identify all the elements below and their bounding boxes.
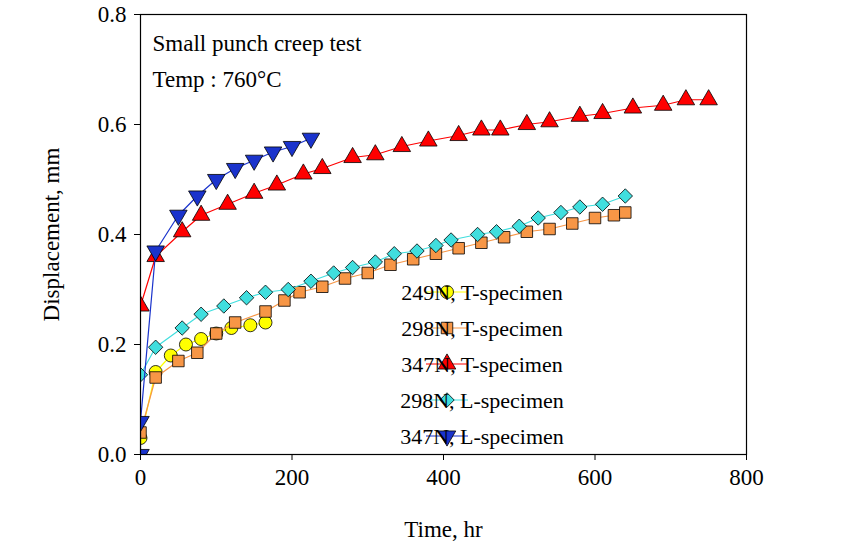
svg-text:0.4: 0.4 [98,222,127,247]
svg-text:0: 0 [135,465,147,490]
svg-text:0.6: 0.6 [98,112,127,137]
svg-text:600: 600 [578,465,613,490]
svg-text:200: 200 [275,465,310,490]
svg-text:400: 400 [426,465,461,490]
svg-text:Time, hr: Time, hr [404,517,483,542]
svg-text:298N, L-specimen: 298N, L-specimen [400,388,564,413]
svg-text:Small punch creep test: Small punch creep test [153,31,362,56]
svg-text:Temp : 760°C: Temp : 760°C [153,67,282,92]
svg-text:0.8: 0.8 [98,2,127,27]
svg-text:800: 800 [729,465,764,490]
svg-text:0.0: 0.0 [98,442,127,467]
svg-text:347N, T-specimen: 347N, T-specimen [401,352,562,377]
svg-text:298N, T-specimen: 298N, T-specimen [401,316,562,341]
svg-text:347N, L-specimen: 347N, L-specimen [400,424,564,449]
svg-text:0.2: 0.2 [98,332,127,357]
svg-text:Displacement, mm: Displacement, mm [39,148,64,322]
svg-text:249N, T-specimen: 249N, T-specimen [401,280,562,305]
